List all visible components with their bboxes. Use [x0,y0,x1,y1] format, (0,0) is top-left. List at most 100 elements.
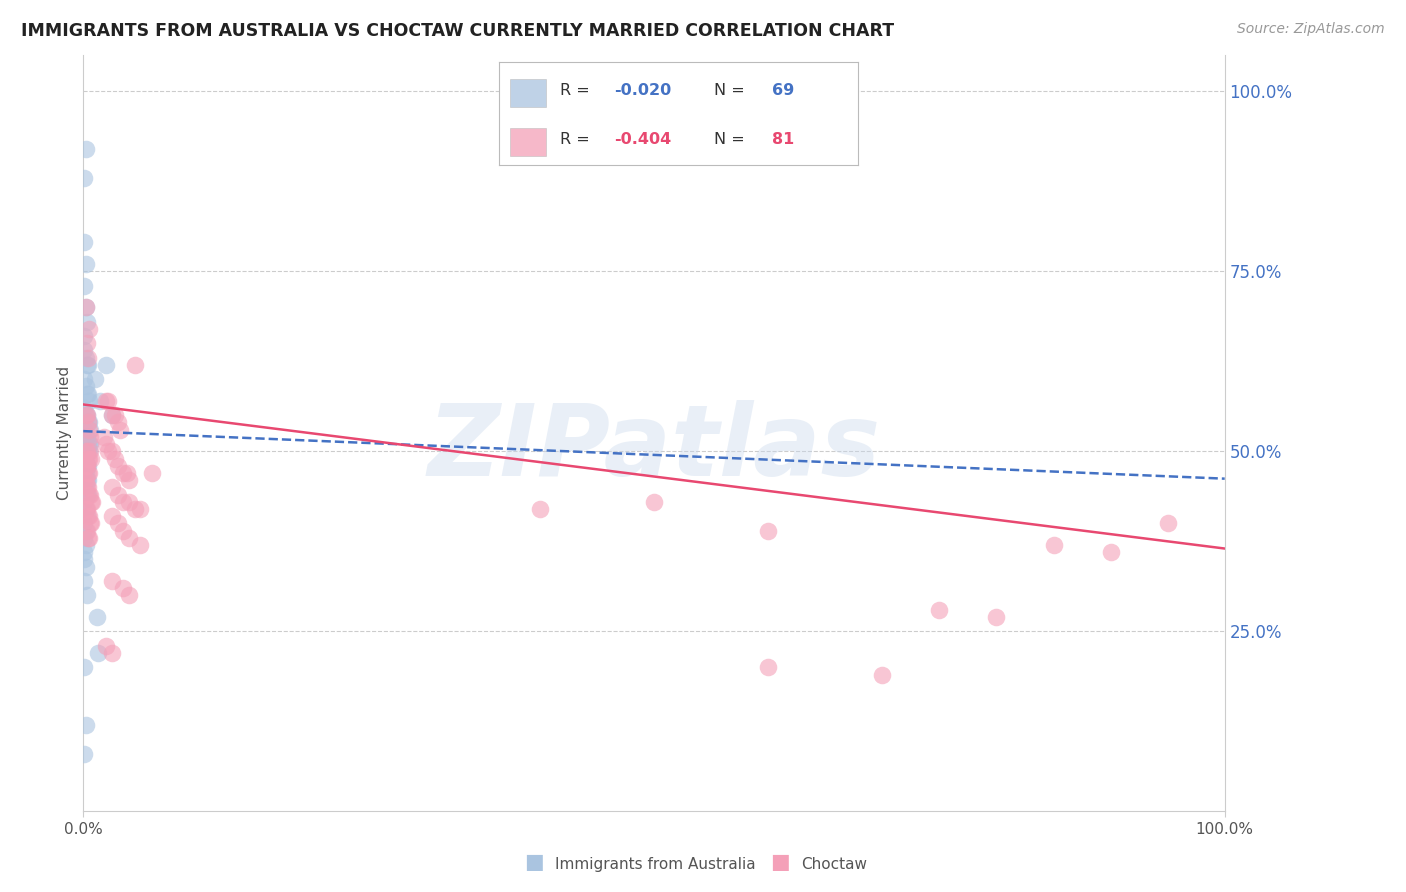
Point [87,646,110,660]
Point [77,444,100,458]
Point [77,322,100,336]
Text: IMMIGRANTS FROM AUSTRALIA VS CHOCTAW CURRENTLY MARRIED CORRELATION CHART: IMMIGRANTS FROM AUSTRALIA VS CHOCTAW CUR… [21,22,894,40]
Point [75,409,97,423]
Point [75,559,97,574]
Point [75,379,97,393]
Point [73,747,96,761]
Point [76,466,98,480]
Point [112,524,135,538]
Point [76,386,98,401]
Text: N =: N = [714,132,745,147]
Point [118,494,141,508]
Point [82,494,104,508]
Point [73,278,96,293]
Point [76,458,98,473]
Point [86,610,108,624]
Text: ZIPatlas: ZIPatlas [427,400,880,497]
Point [89,393,111,408]
Point [77,509,100,524]
Point [986,610,1008,624]
Text: -0.404: -0.404 [614,132,671,147]
Point [94,639,117,653]
Point [112,466,135,480]
Point [75,524,97,538]
Point [97,444,120,458]
Point [76,509,98,524]
Point [104,451,127,466]
Point [75,538,97,552]
Text: 69: 69 [772,83,794,97]
Point [104,409,127,423]
Text: ■: ■ [770,853,790,872]
Point [129,538,152,552]
Point [76,524,98,538]
Point [118,531,141,545]
Point [73,444,96,458]
Point [73,372,96,386]
Point [101,409,124,423]
Point [75,473,97,487]
Text: 81: 81 [772,132,794,147]
Point [77,393,100,408]
Point [80,516,103,531]
Point [73,466,96,480]
Point [73,574,96,588]
Point [76,531,98,545]
Point [73,660,96,674]
Point [94,437,117,451]
Point [141,466,163,480]
Point [73,329,96,343]
Point [73,423,96,437]
Point [73,552,96,566]
Point [76,358,98,372]
Point [73,170,96,185]
Point [76,458,98,473]
Point [79,437,101,451]
Point [1042,538,1064,552]
Point [756,660,779,674]
Point [73,545,96,559]
Point [107,416,129,430]
Point [75,409,97,423]
Point [73,343,96,358]
Point [75,502,97,516]
Point [76,358,98,372]
Point [76,351,98,365]
Point [76,458,98,473]
Point [77,437,100,451]
Point [76,588,98,602]
Point [76,437,98,451]
Point [76,336,98,351]
Point [101,509,124,524]
Point [107,516,129,531]
Point [79,487,101,501]
Point [75,480,97,494]
Point [75,466,97,480]
Text: R =: R = [560,83,591,97]
Text: Choctaw: Choctaw [801,857,868,872]
Point [75,718,97,732]
Point [101,409,124,423]
Point [76,473,98,487]
Point [76,509,98,524]
Point [94,358,117,372]
Point [76,480,98,494]
Point [73,451,96,466]
Point [75,430,97,444]
Point [928,603,950,617]
Point [76,409,98,423]
Point [79,423,101,437]
Point [756,524,779,538]
Point [76,444,98,458]
Point [75,458,97,473]
Text: N =: N = [714,83,745,97]
Point [76,409,98,423]
Point [1099,545,1122,559]
Point [76,487,98,501]
Point [75,444,97,458]
Point [73,401,96,415]
Point [643,494,665,508]
Y-axis label: Currently Married: Currently Married [58,367,72,500]
Point [101,646,124,660]
Point [76,444,98,458]
